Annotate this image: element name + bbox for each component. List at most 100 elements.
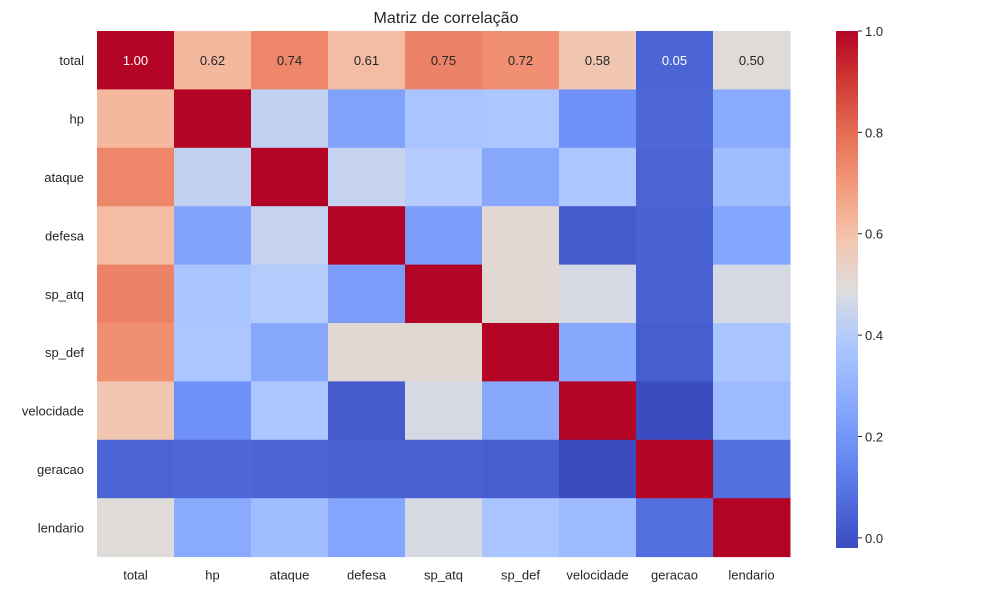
colorbar-tick-label: 0.6 <box>865 227 883 242</box>
heatmap-cell-lendario-lendario <box>713 498 791 558</box>
heatmap-cell-hp-velocidade <box>559 89 637 149</box>
heatmap-cell-sp_def-lendario <box>713 323 791 382</box>
colorbar-tick-label: 0.2 <box>865 429 883 444</box>
heatmap-cell-velocidade-sp_atq <box>405 381 483 441</box>
heatmap-cell-defesa-lendario <box>713 206 791 266</box>
column-label-geracao: geracao <box>651 568 698 583</box>
column-label-total: total <box>123 568 148 583</box>
heatmap-cell-total-sp_def <box>482 31 560 90</box>
cell-annotation-ataque: 0.74 <box>277 53 302 68</box>
heatmap-cell-total-lendario <box>713 31 791 90</box>
cell-annotation-sp_def: 0.72 <box>508 53 533 68</box>
heatmap-cell-sp_def-sp_def <box>482 323 560 382</box>
heatmap-cell-velocidade-ataque <box>251 381 329 441</box>
heatmap-cell-velocidade-velocidade <box>559 381 637 441</box>
cell-annotations: 1.00 0.62 0.74 0.61 0.75 0.72 0.58 0.05 0.50 <box>123 53 764 68</box>
row-labels: total hp ataque defesa sp_atq sp_def velocidad… <box>22 53 85 535</box>
heatmap-cell-sp_def-geracao <box>636 323 714 382</box>
heatmap-cell-ataque-velocidade <box>559 147 637 207</box>
cell-annotation-hp: 0.62 <box>200 53 225 68</box>
column-labels: total hp ataque defesa sp_atq sp_def velocidad… <box>123 568 774 583</box>
colorbar-tick-label: 0.0 <box>865 531 883 546</box>
heatmap-cell-velocidade-total <box>97 381 175 441</box>
heatmap-cell-hp-hp <box>174 89 252 149</box>
heatmap-cell-geracao-sp_atq <box>405 439 483 499</box>
heatmap-cell-sp_def-velocidade <box>559 323 637 382</box>
heatmap-cell-total-defesa <box>328 31 406 90</box>
heatmap-cell-lendario-ataque <box>251 498 329 558</box>
heatmap-cell-geracao-lendario <box>713 439 791 499</box>
heatmap-cell-total-geracao <box>636 31 714 90</box>
heatmap-cell-defesa-total <box>97 206 175 266</box>
heatmap-cell-sp_def-total <box>97 323 175 382</box>
heatmap-cell-geracao-hp <box>174 439 252 499</box>
row-label-velocidade: velocidade <box>22 404 84 419</box>
heatmap-cell-total-sp_atq <box>405 31 483 90</box>
colorbar-tick-label: 0.4 <box>865 328 883 343</box>
heatmap-cell-velocidade-sp_def <box>482 381 560 441</box>
heatmap-cell-hp-geracao <box>636 89 714 149</box>
heatmap-cell-total-hp <box>174 31 252 90</box>
heatmap-cell-hp-sp_def <box>482 89 560 149</box>
cell-annotation-sp_atq: 0.75 <box>431 53 456 68</box>
row-label-geracao: geracao <box>37 462 84 477</box>
heatmap-cell-hp-lendario <box>713 89 791 149</box>
heatmap-cell-velocidade-geracao <box>636 381 714 441</box>
heatmap-cell-ataque-ataque <box>251 147 329 207</box>
column-label-sp_atq: sp_atq <box>424 568 463 583</box>
heatmap-cell-hp-sp_atq <box>405 89 483 149</box>
heatmap-cell-defesa-velocidade <box>559 206 637 266</box>
heatmap-cell-sp_atq-total <box>97 264 175 324</box>
row-label-sp_atq: sp_atq <box>45 287 84 302</box>
heatmap-cell-geracao-sp_def <box>482 439 560 499</box>
row-label-lendario: lendario <box>38 520 84 535</box>
heatmap-cell-sp_atq-lendario <box>713 264 791 324</box>
heatmap-cell-sp_atq-hp <box>174 264 252 324</box>
column-label-hp: hp <box>205 568 219 583</box>
column-label-ataque: ataque <box>270 568 310 583</box>
heatmap-cell-lendario-defesa <box>328 498 406 558</box>
heatmap-cell-geracao-total <box>97 439 175 499</box>
heatmap-cell-ataque-sp_atq <box>405 147 483 207</box>
heatmap-cell-lendario-geracao <box>636 498 714 558</box>
heatmap-cell-ataque-sp_def <box>482 147 560 207</box>
heatmap-cell-ataque-geracao <box>636 147 714 207</box>
row-label-defesa: defesa <box>45 228 85 243</box>
heatmap-cell-velocidade-lendario <box>713 381 791 441</box>
cell-annotation-velocidade: 0.58 <box>585 53 610 68</box>
heatmap-cell-sp_def-ataque <box>251 323 329 382</box>
heatmap-cell-sp_atq-ataque <box>251 264 329 324</box>
row-label-sp_def: sp_def <box>45 345 84 360</box>
heatmap-cell-sp_def-sp_atq <box>405 323 483 382</box>
heatmap-cell-lendario-total <box>97 498 175 558</box>
heatmap-cell-ataque-lendario <box>713 147 791 207</box>
heatmap-cell-total-total <box>97 31 175 90</box>
heatmap-cell-defesa-sp_def <box>482 206 560 266</box>
heatmap-cell-lendario-hp <box>174 498 252 558</box>
heatmap-cell-hp-defesa <box>328 89 406 149</box>
heatmap-cell-geracao-geracao <box>636 439 714 499</box>
cell-annotation-lendario: 0.50 <box>739 53 764 68</box>
row-label-hp: hp <box>70 112 84 127</box>
column-label-defesa: defesa <box>347 568 387 583</box>
heatmap-cell-ataque-defesa <box>328 147 406 207</box>
heatmap-cell-defesa-geracao <box>636 206 714 266</box>
heatmap-cell-total-ataque <box>251 31 329 90</box>
heatmap-cell-sp_atq-defesa <box>328 264 406 324</box>
colorbar-ticks: 0.0 0.2 0.4 0.6 0.8 1.0 <box>858 24 883 546</box>
row-label-ataque: ataque <box>44 170 84 185</box>
row-label-total: total <box>59 53 84 68</box>
colorbar <box>836 31 858 548</box>
heatmap-cell-geracao-defesa <box>328 439 406 499</box>
heatmap-cell-lendario-sp_atq <box>405 498 483 558</box>
column-label-lendario: lendario <box>728 568 774 583</box>
heatmap-cell-ataque-hp <box>174 147 252 207</box>
heatmap-cell-defesa-defesa <box>328 206 406 266</box>
heatmap-cell-lendario-velocidade <box>559 498 637 558</box>
heatmap-cell-sp_atq-sp_atq <box>405 264 483 324</box>
heatmap-cell-defesa-sp_atq <box>405 206 483 266</box>
cell-annotation-total: 1.00 <box>123 53 148 68</box>
heatmap-cell-velocidade-hp <box>174 381 252 441</box>
